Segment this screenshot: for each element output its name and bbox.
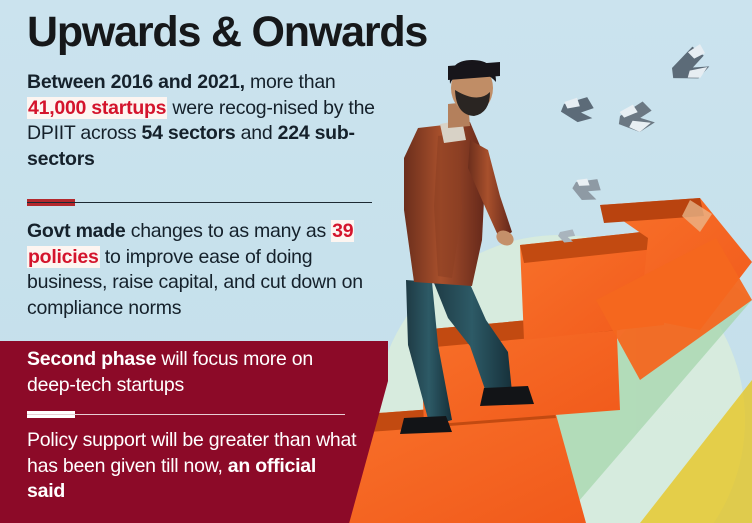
page-title: Upwards & Onwards <box>27 8 428 56</box>
text-run-highlight: 41,000 startups <box>27 96 168 119</box>
text-run-bold: 54 sectors <box>141 122 236 144</box>
text-run-normal: more than <box>244 71 336 93</box>
text-run-bold: Second phase <box>27 348 157 370</box>
text-run-bold: Between 2016 and 2021, <box>27 71 245 93</box>
text-run-normal: changes to as many as <box>125 220 332 242</box>
policies-paragraph: Govt made changes to as many as 39 polic… <box>27 219 377 321</box>
text-run-normal: and <box>235 122 278 144</box>
policy-support-paragraph: Policy support will be greater than what… <box>27 428 357 505</box>
second-phase-paragraph: Second phase will focus more on deep-tec… <box>27 347 357 398</box>
stats-paragraph: Between 2016 and 2021, more than 41,000 … <box>27 70 377 172</box>
text-run-bold: Govt made <box>27 220 126 242</box>
